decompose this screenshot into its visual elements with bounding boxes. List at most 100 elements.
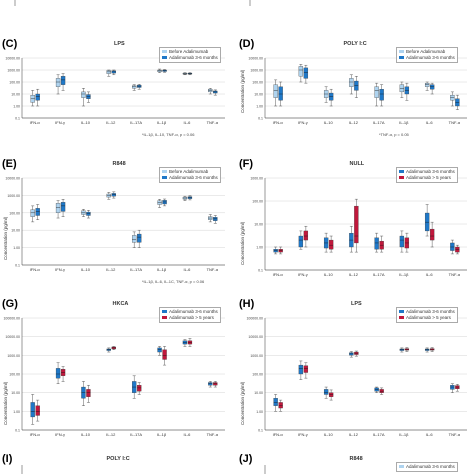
box — [328, 392, 334, 397]
y-tick-label: 10.00 — [11, 391, 20, 395]
y-tick-label: 1.00 — [256, 246, 263, 250]
legend-e: Before Adalimumab Adalimumab 3-6 months — [159, 167, 221, 183]
y-tick-label: 100.00 — [252, 200, 263, 204]
y-tick-label: 10000.00 — [5, 57, 20, 61]
y-tick-label: 0.1 — [15, 429, 20, 433]
legend-swatch — [162, 310, 167, 314]
y-axis-label: Concentration (pg/ml) — [240, 381, 245, 425]
y-tick-label: 10000.00 — [5, 177, 20, 181]
panel-title-g: HKCA — [112, 301, 129, 307]
panel-label-g: (G) — [2, 298, 18, 310]
y-tick-label: 1.00 — [13, 105, 20, 109]
y-tick-label: 100.00 — [9, 211, 20, 215]
legend-entry: Adalimumab 3-6 months — [399, 464, 455, 470]
y-tick-label: 1000.00 — [250, 177, 263, 181]
box — [60, 76, 66, 85]
x-tick-label: TNF-α — [207, 432, 219, 437]
x-tick-label: IL-12 — [349, 120, 359, 125]
y-tick-label: 100000.00 — [246, 317, 263, 321]
chart-d: 0.1 1.00 10.00 100.00 1000.00 10000.00 IFN-α IF… — [248, 57, 467, 125]
box — [298, 235, 304, 248]
panel-label-e: (E) — [2, 158, 17, 170]
box — [162, 349, 167, 360]
panel-title-d: POLY I:C — [343, 41, 367, 47]
x-tick-label: IL-17A — [373, 120, 385, 125]
y-tick-label: 0.1 — [258, 117, 263, 121]
y-tick-label: 100.00 — [252, 373, 263, 377]
chart-h: 0.1 1.00 10.00 100.00 1000.00 10000.00 100000.… — [246, 317, 467, 437]
y-tick-label: 10.00 — [254, 93, 263, 97]
legend-text: Before Adalimumab — [169, 169, 209, 174]
box — [55, 368, 61, 379]
legend-entry: Adalimumab 3-6 months — [162, 55, 218, 61]
box — [455, 246, 460, 253]
y-tick-label: 1.00 — [256, 105, 263, 109]
legend-swatch — [162, 50, 167, 54]
y-tick-label: 10.00 — [11, 93, 20, 97]
box — [278, 86, 283, 101]
x-tick-label: IFN-α — [273, 432, 284, 437]
box — [162, 69, 167, 72]
box — [137, 233, 142, 243]
panel-label-i: (I) — [2, 453, 13, 465]
x-tick-label: IL-6 — [426, 120, 434, 125]
y-tick-label: 1000.00 — [7, 194, 20, 198]
panel-title-c: LPS — [114, 41, 125, 47]
legend-swatch — [399, 56, 404, 60]
box — [273, 84, 278, 98]
y-tick-label: 10.00 — [11, 229, 20, 233]
legend-text: Adalimumab > 5 years — [169, 315, 214, 320]
box — [157, 347, 162, 353]
x-tick-label: IL-10 — [81, 432, 91, 437]
panel-label-j: (J) — [239, 453, 253, 465]
legend-swatch — [162, 316, 167, 320]
y-tick-label: 1000.00 — [250, 69, 263, 73]
x-tick-label: IL-17A — [373, 272, 385, 277]
legend-swatch — [399, 50, 404, 54]
box — [298, 66, 304, 77]
legend-text: Adalimumab 3-6 months — [406, 169, 455, 174]
panel-title-j: R848 — [349, 456, 363, 462]
legend-text: Adalimumab > 5 years — [406, 315, 451, 320]
legend-swatch — [399, 170, 404, 174]
panel-title-e: R848 — [112, 161, 126, 167]
box — [60, 202, 66, 212]
legend-entry: Before Adalimumab — [162, 49, 218, 55]
legend-d: Before Adalimumab Adalimumab 3-6 months — [396, 47, 458, 63]
box — [349, 78, 354, 87]
legend-entry: Adalimumab > 5 years — [399, 315, 455, 321]
legend-swatch — [162, 176, 167, 180]
x-tick-label: IFN-γ — [55, 432, 65, 437]
y-tick-label: 1.00 — [13, 246, 20, 250]
panel-title-i: POLY I:C — [106, 456, 130, 462]
x-tick-label: IL-6 — [426, 272, 434, 277]
significance-note: *IL-1β, IL-6, IL-1C, TNF-α, p = 0.06 — [142, 279, 205, 284]
y-tick-label: 0.1 — [15, 264, 20, 268]
y-tick-label: 0.1 — [258, 269, 263, 273]
y-tick-label: 1000.00 — [7, 69, 20, 73]
y-tick-label: 1000.00 — [250, 354, 263, 358]
box — [374, 237, 379, 250]
box — [35, 208, 40, 216]
x-tick-label: IL-1β — [157, 432, 167, 437]
box — [354, 205, 359, 244]
y-tick-label: 0.1 — [258, 429, 263, 433]
box — [303, 365, 309, 373]
box — [298, 364, 304, 375]
box — [273, 398, 278, 406]
legend-entry: Adalimumab 3-6 months — [399, 55, 455, 61]
y-tick-label: 1000.00 — [7, 354, 20, 358]
legend-text: Adalimumab > 5 years — [406, 175, 451, 180]
panel-title-h: LPS — [351, 301, 362, 307]
x-tick-label: IFN-α — [273, 272, 284, 277]
x-tick-label: TNF-α — [449, 432, 461, 437]
box — [55, 203, 61, 213]
panel-label-d: (D) — [239, 38, 255, 50]
legend-swatch — [399, 465, 404, 469]
chart-c: 0.1 1.00 10.00 100.00 1000.00 10000.00 IFN-α IF… — [5, 57, 225, 125]
x-tick-label: IL-10 — [324, 120, 334, 125]
x-tick-label: IL-6 — [426, 432, 434, 437]
x-tick-label: IFN-γ — [55, 120, 65, 125]
legend-swatch — [399, 176, 404, 180]
